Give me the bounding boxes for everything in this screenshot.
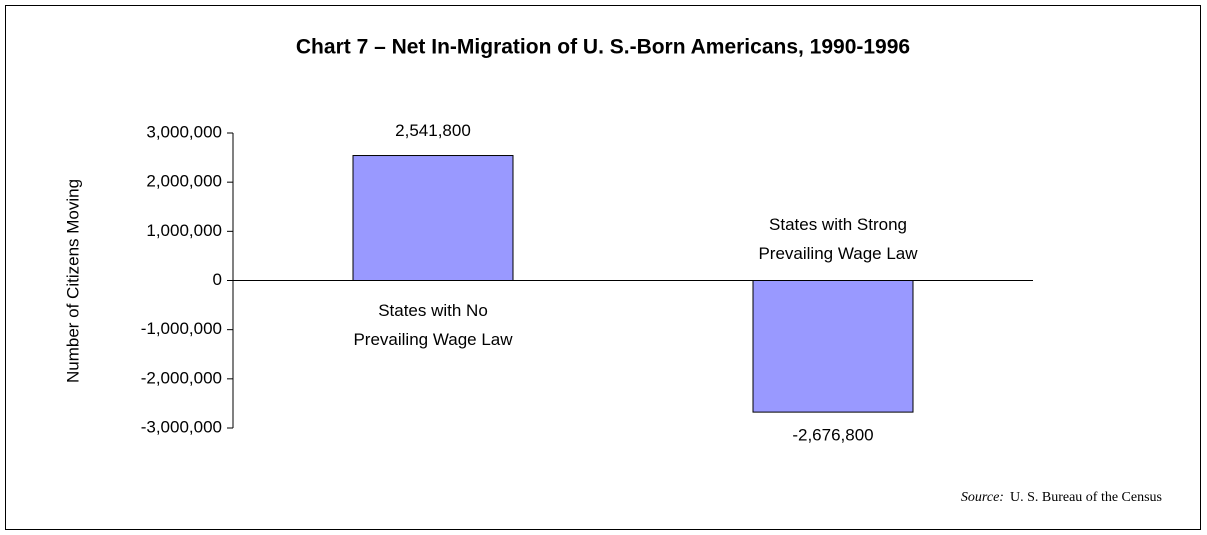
chart-title: Chart 7 – Net In-Migration of U. S.-Born… — [296, 36, 910, 59]
category-label: Prevailing Wage Law — [353, 330, 513, 349]
source-text: U. S. Bureau of the Census — [1010, 490, 1162, 505]
y-tick-label: 3,000,000 — [146, 122, 222, 141]
y-tick-label: -2,000,000 — [141, 368, 222, 387]
value-label: 2,541,800 — [395, 121, 471, 140]
category-label: States with Strong — [769, 215, 907, 234]
category-label: Prevailing Wage Law — [758, 244, 918, 263]
chart-border — [5, 5, 1201, 530]
y-tick-label: -1,000,000 — [141, 319, 222, 338]
bar — [352, 155, 514, 281]
category-label: States with No — [378, 301, 488, 320]
y-tick-label: 1,000,000 — [146, 221, 222, 240]
bar — [752, 280, 914, 413]
source: Source: U. S. Bureau of the Census — [961, 490, 1162, 505]
y-tick-label: 2,000,000 — [146, 172, 222, 191]
value-label: -2,676,800 — [792, 426, 873, 445]
y-tick-label: 0 — [213, 270, 222, 289]
source-label: Source: — [961, 490, 1004, 505]
y-axis-label: Number of Citizens Moving — [63, 179, 82, 383]
y-tick-label: -3,000,000 — [141, 417, 222, 436]
